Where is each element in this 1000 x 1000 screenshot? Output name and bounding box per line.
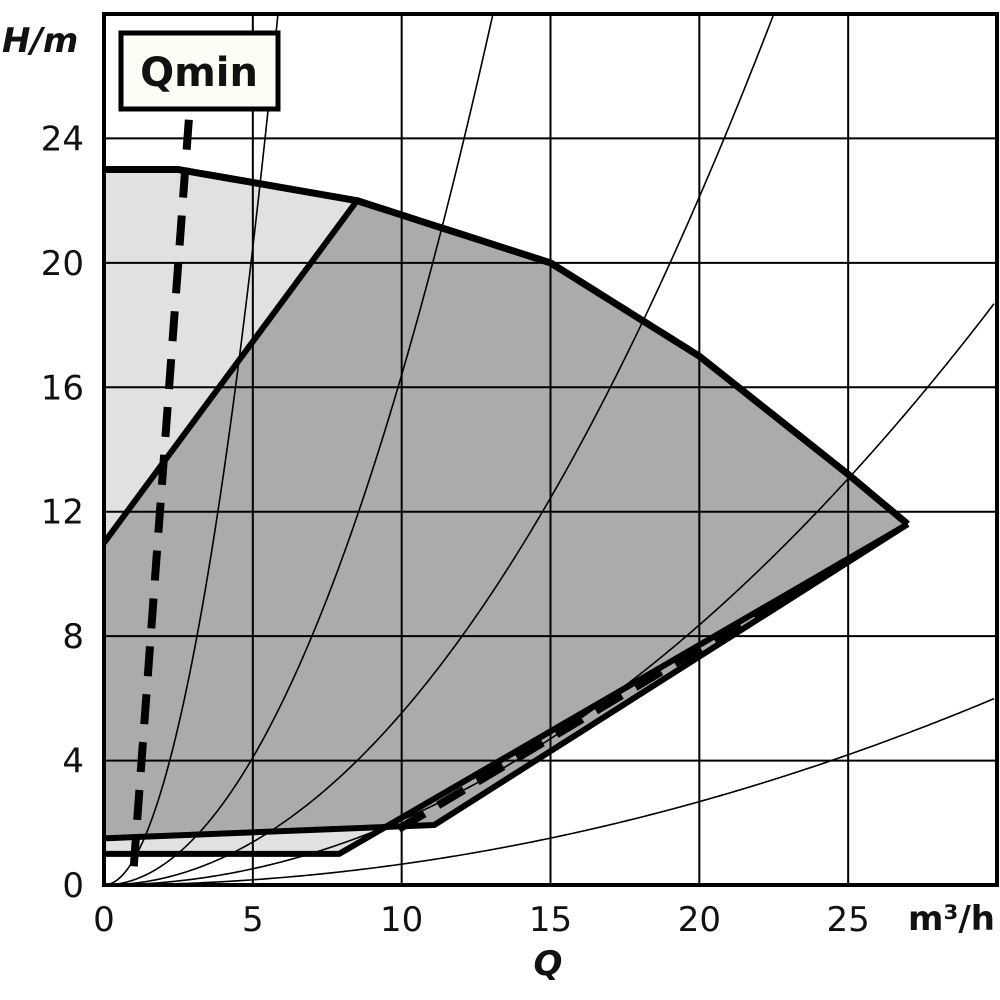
max-curve	[104, 166, 910, 527]
y-tick-label: 12	[41, 493, 84, 533]
qmin-dashed-line	[129, 119, 193, 867]
x-axis-label: Q	[534, 944, 563, 984]
y-tick-label: 8	[62, 617, 84, 657]
x-tick-label: 10	[380, 900, 423, 940]
y-tick-label: 20	[41, 244, 84, 284]
y-axis-label: H/m	[2, 21, 78, 61]
y-tick-label: 0	[62, 866, 84, 906]
x-axis-unit: m³/h	[908, 899, 995, 939]
y-tick-label: 4	[62, 742, 84, 782]
y-tick-label: 16	[41, 368, 84, 408]
x-tick-label: 5	[242, 900, 264, 940]
dashed-limit-line	[396, 558, 848, 833]
system-curve	[103, 303, 995, 886]
system-curve	[103, 13, 494, 886]
lower-limit-upper-line	[103, 521, 910, 842]
dark-region	[104, 200, 908, 839]
qmin-label: Qmin	[140, 50, 258, 96]
x-tick-label: 25	[827, 900, 870, 940]
light-region-edge	[101, 198, 360, 545]
x-tick-label: 20	[678, 900, 721, 940]
x-tick-label: 15	[529, 900, 572, 940]
plot-frame	[102, 12, 999, 887]
y-tick-label: 24	[41, 119, 84, 159]
qmin-label-box	[118, 30, 281, 112]
system-curve	[103, 697, 995, 886]
x-tick-label: 0	[93, 900, 115, 940]
system-curve	[103, 13, 775, 886]
